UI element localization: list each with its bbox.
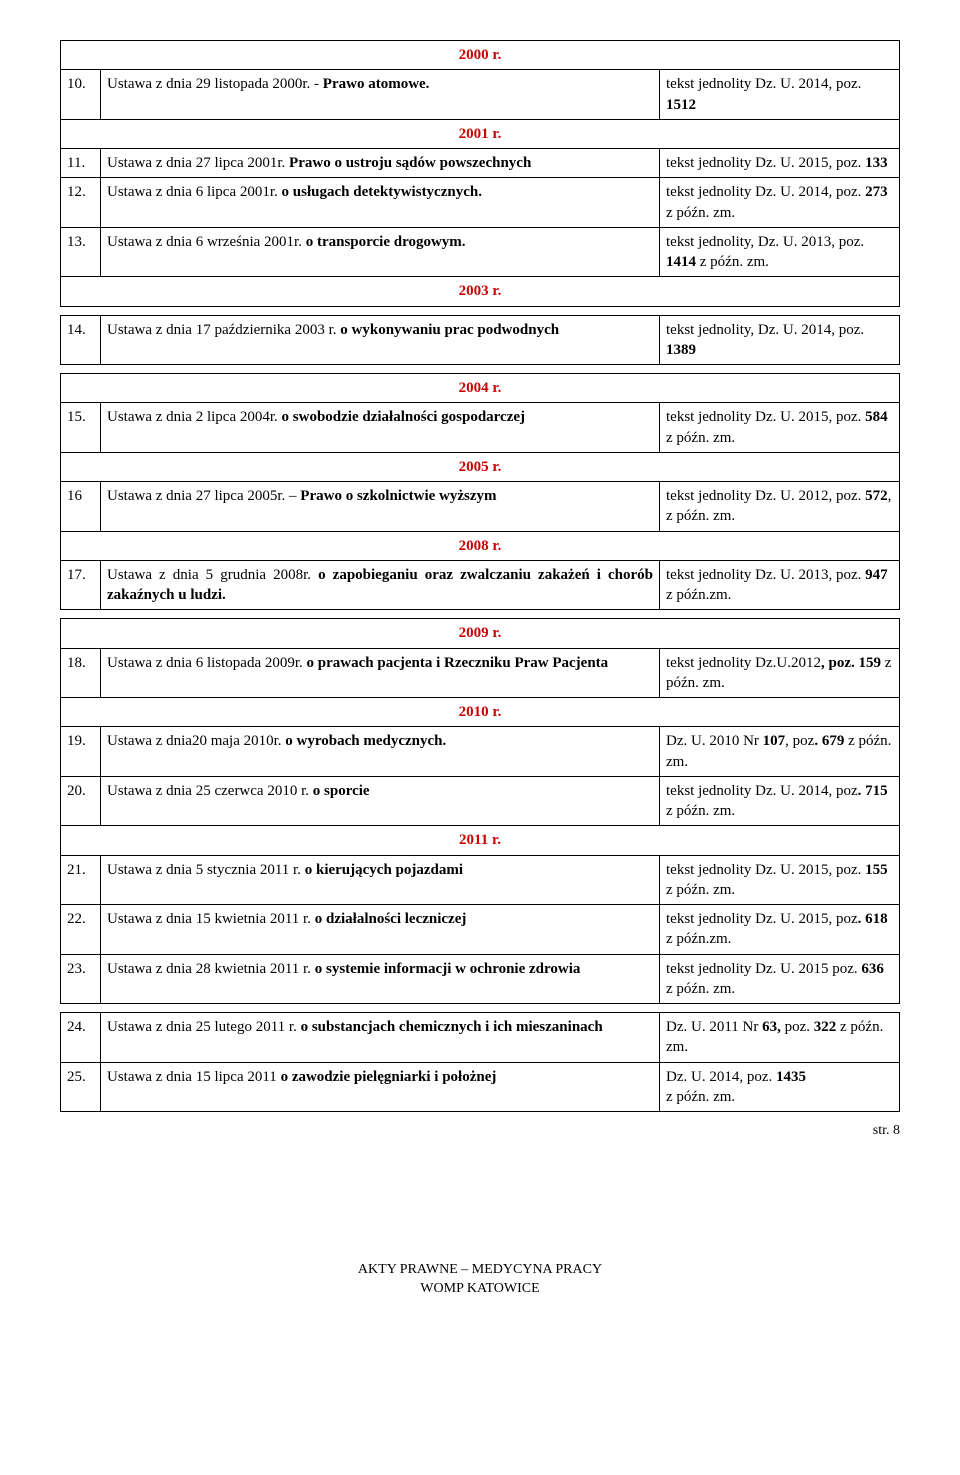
row-num: 16 [61, 482, 101, 532]
table-row: 24. Ustawa z dnia 25 lutego 2011 r. o su… [61, 1013, 900, 1063]
table-row: 17. Ustawa z dnia 5 grudnia 2008r. o zap… [61, 560, 900, 610]
row-text: Ustawa z dnia 6 września 2001r. o transp… [101, 227, 660, 277]
year-2009: 2009 r. [61, 619, 900, 648]
row-num: 22. [61, 905, 101, 955]
year-2010: 2010 r. [61, 698, 900, 727]
row-ref: tekst jednolity Dz. U. 2015, poz. 155 z … [660, 855, 900, 905]
table-row: 18. Ustawa z dnia 6 listopada 2009r. o p… [61, 648, 900, 698]
year-2004: 2004 r. [61, 374, 900, 403]
table-row: 20. Ustawa z dnia 25 czerwca 2010 r. o s… [61, 776, 900, 826]
row-ref: tekst jednolity Dz. U. 2014, poz. 273 z … [660, 178, 900, 228]
table-row: 21. Ustawa z dnia 5 stycznia 2011 r. o k… [61, 855, 900, 905]
row-text: Ustawa z dnia 6 lipca 2001r. o usługach … [101, 178, 660, 228]
row-num: 15. [61, 403, 101, 453]
table-row: 25. Ustawa z dnia 15 lipca 2011 o zawodz… [61, 1062, 900, 1112]
table-row: 16 Ustawa z dnia 27 lipca 2005r. – Prawo… [61, 482, 900, 532]
year-2003: 2003 r. [61, 277, 900, 306]
row-text: Ustawa z dnia 6 listopada 2009r. o prawa… [101, 648, 660, 698]
row-ref: tekst jednolity Dz. U. 2013, poz. 947 z … [660, 560, 900, 610]
footer-line-1: AKTY PRAWNE – MEDYCYNA PRACY [358, 1262, 602, 1277]
row-text: Ustawa z dnia 5 stycznia 2011 r. o kieru… [101, 855, 660, 905]
row-num: 17. [61, 560, 101, 610]
row-num: 20. [61, 776, 101, 826]
law-table-2: 14. Ustawa z dnia 17 października 2003 r… [60, 315, 900, 366]
table-row: 10. Ustawa z dnia 29 listopada 2000r. - … [61, 70, 900, 120]
year-2005: 2005 r. [61, 452, 900, 481]
row-ref: tekst jednolity Dz. U. 2014, poz. 1512 [660, 70, 900, 120]
row-num: 13. [61, 227, 101, 277]
row-text: Ustawa z dnia 29 listopada 2000r. - Praw… [101, 70, 660, 120]
row-num: 10. [61, 70, 101, 120]
row-ref: tekst jednolity Dz. U. 2015, poz. 584 z … [660, 403, 900, 453]
row-text: Ustawa z dnia 2 lipca 2004r. o swobodzie… [101, 403, 660, 453]
year-2000: 2000 r. [61, 41, 900, 70]
row-text: Ustawa z dnia 28 kwietnia 2011 r. o syst… [101, 954, 660, 1004]
law-table-3: 2004 r. 15. Ustawa z dnia 2 lipca 2004r.… [60, 373, 900, 610]
row-ref: tekst jednolity, Dz. U. 2013, poz. 1414 … [660, 227, 900, 277]
table-row: 22. Ustawa z dnia 15 kwietnia 2011 r. o … [61, 905, 900, 955]
row-text: Ustawa z dnia 15 kwietnia 2011 r. o dzia… [101, 905, 660, 955]
table-row: 23. Ustawa z dnia 28 kwietnia 2011 r. o … [61, 954, 900, 1004]
row-num: 19. [61, 727, 101, 777]
row-text: Ustawa z dnia 17 października 2003 r. o … [101, 315, 660, 365]
row-ref: tekst jednolity Dz. U. 2012, poz. 572, z… [660, 482, 900, 532]
row-ref: Dz. U. 2011 Nr 63, poz. 322 z późn. zm. [660, 1013, 900, 1063]
row-ref: tekst jednolity Dz. U. 2015, poz. 618 z … [660, 905, 900, 955]
row-num: 12. [61, 178, 101, 228]
row-text: Ustawa z dnia 27 lipca 2001r. Prawo o us… [101, 149, 660, 178]
row-text: Ustawa z dnia 25 lutego 2011 r. o substa… [101, 1013, 660, 1063]
row-text: Ustawa z dnia 15 lipca 2011 o zawodzie p… [101, 1062, 660, 1112]
law-table-5: 24. Ustawa z dnia 25 lutego 2011 r. o su… [60, 1012, 900, 1112]
table-row: 19. Ustawa z dnia20 maja 2010r. o wyroba… [61, 727, 900, 777]
footer-line-2: WOMP KATOWICE [420, 1281, 539, 1296]
row-ref: Dz. U. 2010 Nr 107, poz. 679 z późn. zm. [660, 727, 900, 777]
row-ref: tekst jednolity Dz. U. 2015, poz. 133 [660, 149, 900, 178]
row-num: 24. [61, 1013, 101, 1063]
row-ref: tekst jednolity Dz.U.2012, poz. 159 z pó… [660, 648, 900, 698]
page-footer: AKTY PRAWNE – MEDYCYNA PRACY WOMP KATOWI… [60, 1261, 900, 1299]
law-table-1: 2000 r. 10. Ustawa z dnia 29 listopada 2… [60, 40, 900, 307]
row-ref: tekst jednolity Dz. U. 2015 poz. 636 z p… [660, 954, 900, 1004]
year-2008: 2008 r. [61, 531, 900, 560]
row-num: 23. [61, 954, 101, 1004]
row-num: 11. [61, 149, 101, 178]
table-row: 13. Ustawa z dnia 6 września 2001r. o tr… [61, 227, 900, 277]
row-ref: Dz. U. 2014, poz. 1435 z późn. zm. [660, 1062, 900, 1112]
table-row: 11. Ustawa z dnia 27 lipca 2001r. Prawo … [61, 149, 900, 178]
row-text: Ustawa z dnia 27 lipca 2005r. – Prawo o … [101, 482, 660, 532]
row-text: Ustawa z dnia20 maja 2010r. o wyrobach m… [101, 727, 660, 777]
law-table-4: 2009 r. 18. Ustawa z dnia 6 listopada 20… [60, 618, 900, 1004]
table-row: 14. Ustawa z dnia 17 października 2003 r… [61, 315, 900, 365]
row-ref: tekst jednolity, Dz. U. 2014, poz. 1389 [660, 315, 900, 365]
row-text: Ustawa z dnia 25 czerwca 2010 r. o sporc… [101, 776, 660, 826]
row-ref: tekst jednolity Dz. U. 2014, poz. 715 z … [660, 776, 900, 826]
page-number: str. 8 [60, 1122, 900, 1141]
row-num: 21. [61, 855, 101, 905]
table-row: 15. Ustawa z dnia 2 lipca 2004r. o swobo… [61, 403, 900, 453]
year-2001: 2001 r. [61, 119, 900, 148]
row-num: 14. [61, 315, 101, 365]
table-row: 12. Ustawa z dnia 6 lipca 2001r. o usług… [61, 178, 900, 228]
row-num: 25. [61, 1062, 101, 1112]
row-num: 18. [61, 648, 101, 698]
year-2011: 2011 r. [61, 826, 900, 855]
row-text: Ustawa z dnia 5 grudnia 2008r. o zapobie… [101, 560, 660, 610]
